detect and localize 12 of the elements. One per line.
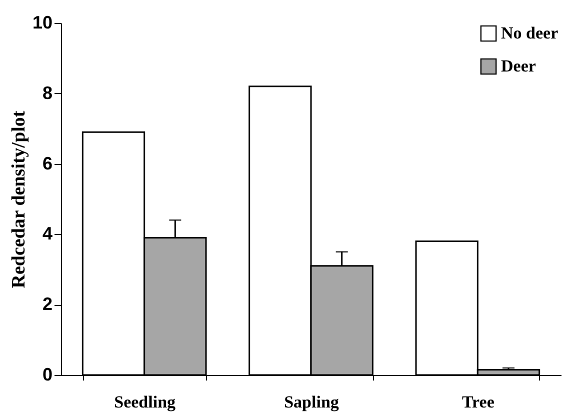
y-tick-label: 2	[42, 294, 52, 314]
y-tick-label: 0	[42, 364, 52, 384]
x-tick-label: Sapling	[284, 392, 340, 412]
y-tick-label: 10	[32, 12, 52, 32]
y-tick-label: 4	[42, 224, 52, 244]
x-tick-label: Tree	[462, 392, 495, 412]
legend-label: Deer	[501, 56, 536, 76]
y-tick-label: 8	[42, 82, 52, 103]
legend-label: No deer	[501, 24, 559, 42]
y-tick-label: 6	[42, 153, 52, 174]
y-axis-title: Redcedar density/plot	[8, 110, 30, 288]
x-tick-label: Seedling	[114, 392, 176, 412]
